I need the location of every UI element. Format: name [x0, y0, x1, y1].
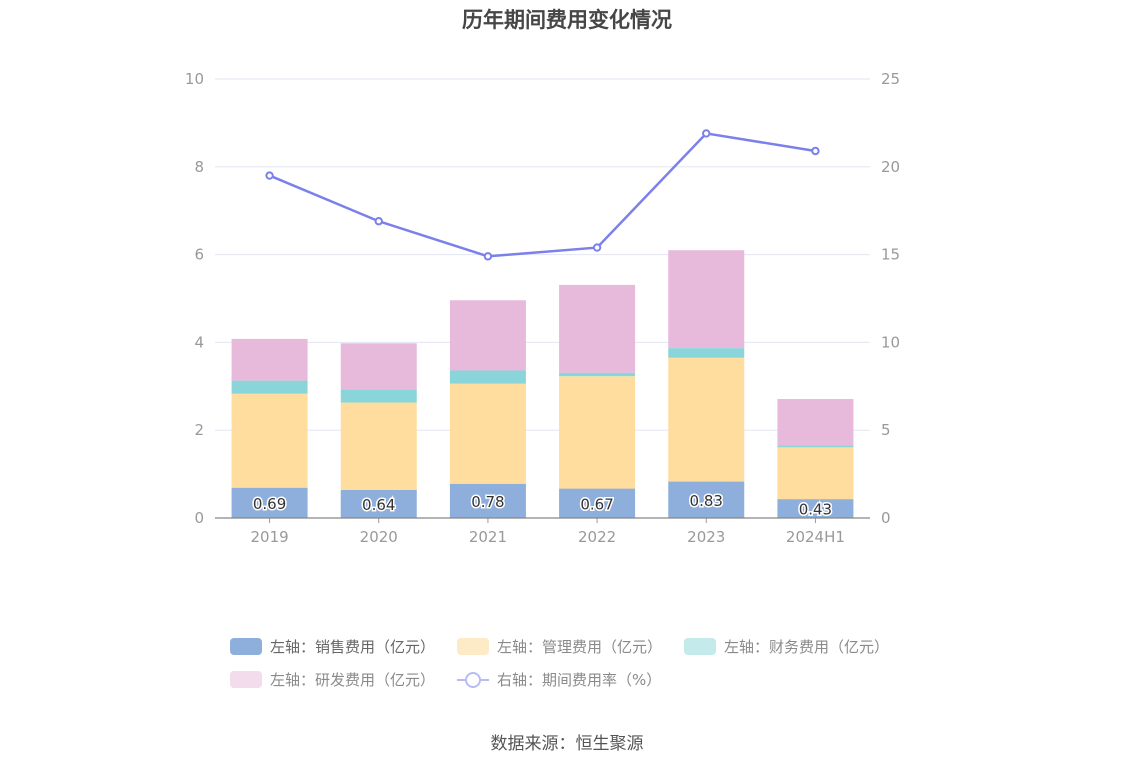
bar-segment-sales	[777, 499, 854, 518]
data-label-sales: 0.78	[471, 493, 504, 511]
data-label-sales: 0.67	[580, 495, 613, 513]
y-left-tick-label: 8	[194, 158, 204, 176]
bar-segment-rd	[449, 300, 526, 371]
data-label-sales: 0.69	[253, 495, 286, 513]
bars	[231, 250, 854, 518]
bar-segment-finance	[449, 370, 526, 384]
legend-swatch-admin	[457, 638, 490, 655]
bar-segment-admin	[231, 393, 308, 488]
y-left-tick-label: 2	[194, 421, 204, 439]
bar-segment-rd	[340, 343, 417, 390]
bar-segment-admin	[668, 357, 745, 482]
y-left-tick-label: 4	[194, 333, 204, 351]
legend-label-rd: 左轴：研发费用（亿元）	[270, 671, 436, 689]
legend-label-finance: 左轴：财务费用（亿元）	[724, 638, 890, 656]
x-tick-label: 2021	[469, 528, 507, 546]
legend-label-rate: 右轴：期间费用率（%）	[497, 671, 662, 689]
y-right-tick-label: 15	[881, 246, 900, 264]
rate-line	[265, 129, 820, 261]
x-tick-label: 2022	[578, 528, 616, 546]
bar-segment-finance	[231, 380, 308, 394]
grid-lines	[215, 78, 870, 431]
legend-swatch-rate	[457, 671, 490, 688]
bar-segment-finance	[559, 372, 636, 377]
legend: 左轴：销售费用（亿元） 左轴：管理费用（亿元） 左轴：财务费用（亿元） 左轴：研…	[230, 630, 930, 696]
legend-item-rd[interactable]: 左轴：研发费用（亿元）	[230, 669, 435, 690]
source-note: 数据来源：恒生聚源	[490, 734, 644, 754]
legend-swatch-sales	[230, 638, 262, 655]
x-tick-label: 2020	[360, 528, 398, 546]
rate-point	[702, 129, 711, 138]
legend-label-sales: 左轴：销售费用（亿元）	[270, 638, 436, 656]
x-tick-label: 2023	[687, 528, 725, 546]
y-left-tick-label: 0	[194, 509, 204, 527]
bar-segment-sales	[559, 488, 636, 518]
chart-plot: 0 2 4 6 8 10 0 5 10 15 20 25 2019 2020 2021 2022 2023 202…	[185, 70, 900, 546]
legend-item-finance[interactable]: 左轴：财务费用（亿元）	[684, 636, 889, 657]
bar-segment-admin	[777, 447, 854, 500]
rate-point	[374, 217, 383, 226]
chart-title: 历年期间费用变化情况	[462, 8, 672, 32]
y-right-tick-label: 20	[881, 158, 900, 176]
y-right-tick-label: 0	[881, 509, 891, 527]
bar-segment-admin	[340, 402, 417, 490]
bar-segment-finance	[777, 445, 854, 448]
legend-swatch-rd	[230, 671, 262, 688]
y-left-tick-label: 10	[185, 70, 204, 88]
bar-segment-sales	[340, 489, 417, 518]
legend-item-admin[interactable]: 左轴：管理费用（亿元）	[457, 636, 662, 657]
bar-segment-rd	[559, 284, 636, 373]
bar-segment-rd	[777, 399, 854, 446]
legend-item-sales[interactable]: 左轴：销售费用（亿元）	[230, 636, 435, 657]
legend-item-rate[interactable]: 右轴：期间费用率（%）	[457, 669, 661, 690]
data-label-sales: 0.83	[690, 492, 723, 510]
legend-label-admin: 左轴：管理费用（亿元）	[497, 638, 663, 656]
rate-point	[483, 252, 493, 261]
bar-segment-rd	[668, 250, 745, 349]
y-right-tick-label: 5	[881, 421, 891, 439]
rate-point	[811, 146, 820, 156]
legend-swatch-finance	[684, 638, 717, 655]
bar-segment-finance	[668, 348, 745, 358]
data-labels: 0.69 0.64 0.78 0.67 0.83 0.43	[251, 490, 833, 520]
axes: 0 2 4 6 8 10 0 5 10 15 20 25 2019 2020 2021 2022 2023 202…	[185, 70, 900, 546]
bar-segment-rd	[231, 338, 308, 381]
bar-segment-admin	[559, 376, 636, 489]
bar-segment-sales	[231, 487, 308, 518]
data-label-sales: 0.64	[362, 496, 395, 514]
rate-point	[265, 171, 274, 180]
bar-segment-sales	[668, 481, 745, 518]
y-right-tick-label: 25	[881, 70, 900, 88]
rate-point	[592, 243, 602, 252]
data-label-sales: 0.43	[799, 501, 832, 519]
x-tick-label: 2024H1	[786, 528, 845, 546]
legend-row-2: 左轴：研发费用（亿元） 右轴：期间费用率（%）	[230, 663, 930, 696]
rate-line-path	[269, 132, 816, 258]
legend-row-1: 左轴：销售费用（亿元） 左轴：管理费用（亿元） 左轴：财务费用（亿元）	[230, 630, 930, 663]
bar-segment-finance	[340, 389, 417, 403]
y-right-tick-label: 10	[881, 333, 900, 351]
x-tick-label: 2019	[250, 528, 288, 546]
y-left-tick-label: 6	[194, 246, 204, 264]
bar-segment-sales	[449, 483, 526, 518]
bar-segment-admin	[449, 383, 526, 484]
